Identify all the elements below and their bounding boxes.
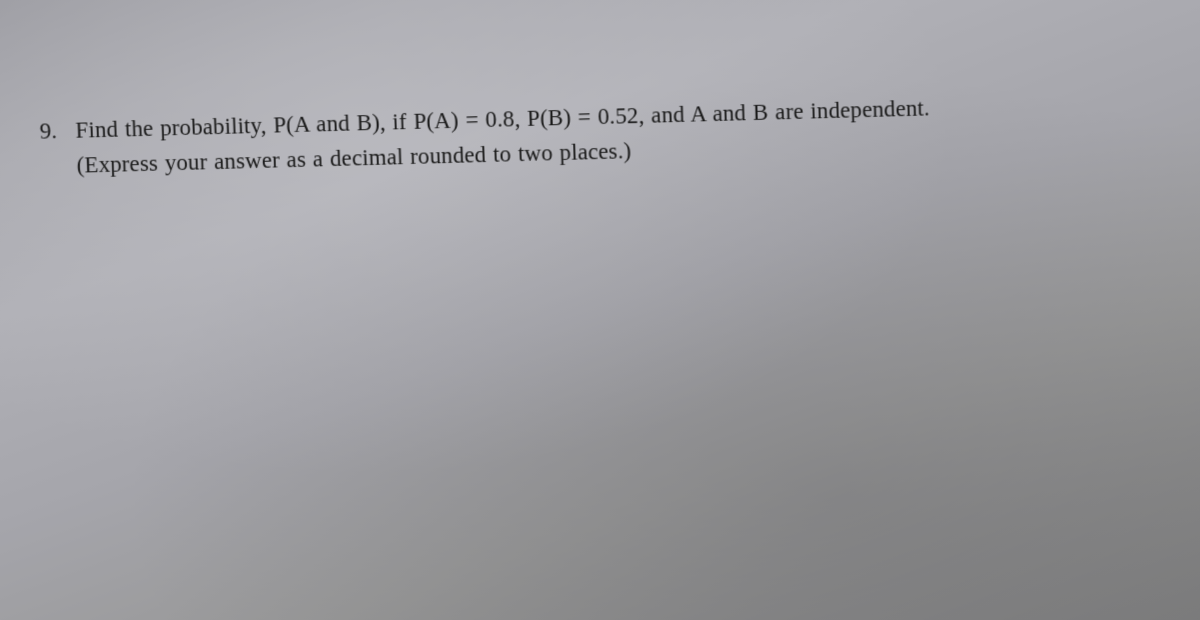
question-number: 9. — [39, 114, 70, 149]
